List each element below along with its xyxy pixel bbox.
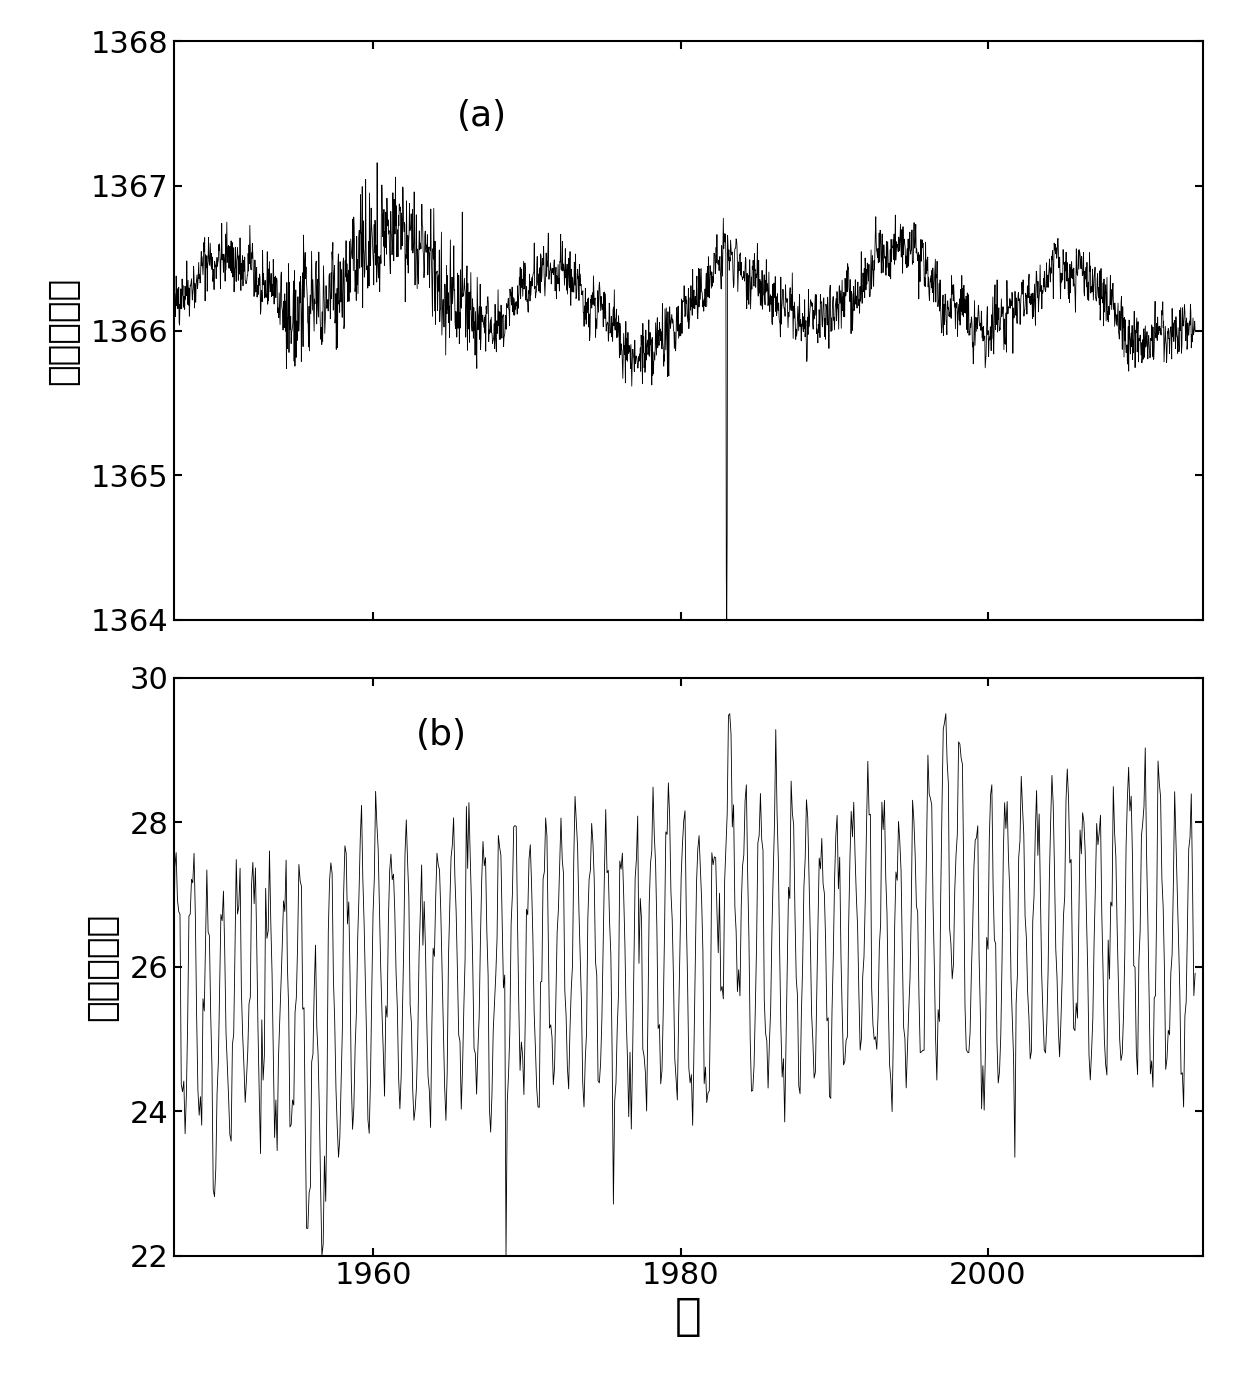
Y-axis label: 海表面温度: 海表面温度 — [84, 912, 119, 1021]
Text: (b): (b) — [415, 718, 466, 752]
X-axis label: 年: 年 — [675, 1296, 702, 1339]
Text: (a): (a) — [458, 99, 507, 134]
Y-axis label: 太阳总辐射: 太阳总辐射 — [46, 276, 79, 385]
